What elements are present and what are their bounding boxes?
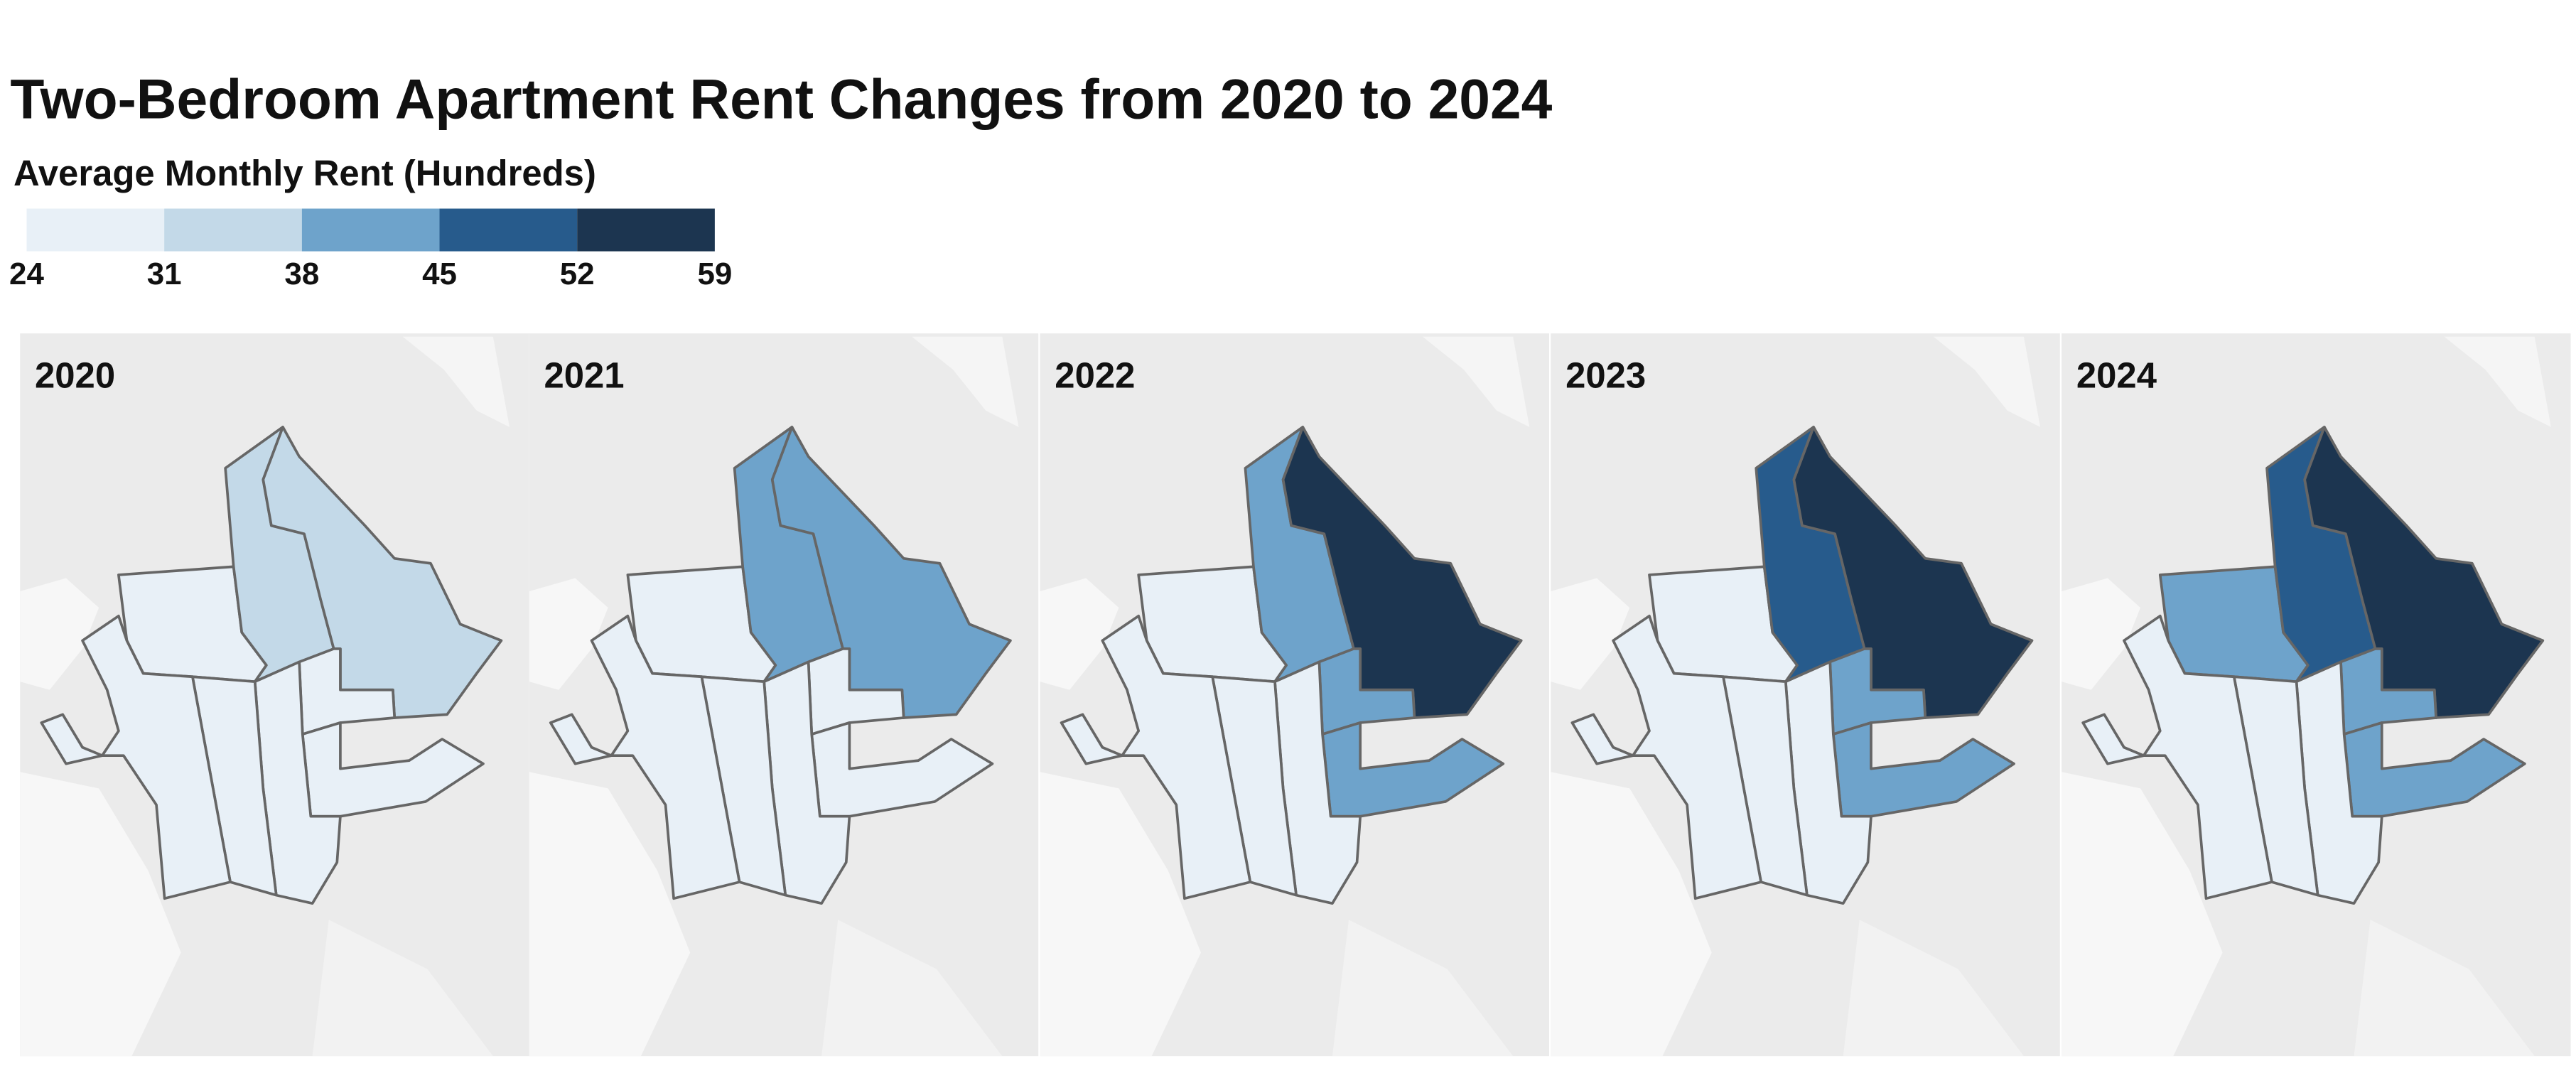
panels: 2020 2021 2022 2023 2024 bbox=[20, 333, 2571, 1057]
legend-label: 52 bbox=[560, 257, 595, 291]
region bbox=[549, 614, 741, 900]
map-panel: 2021 bbox=[529, 333, 1039, 1057]
water bbox=[912, 336, 1019, 427]
region bbox=[2081, 614, 2273, 900]
water bbox=[312, 920, 493, 1057]
legend-label: 45 bbox=[422, 257, 457, 291]
map-panel: 2023 bbox=[1551, 333, 2060, 1057]
panel-label: 2024 bbox=[2076, 355, 2157, 395]
panel-label: 2023 bbox=[1565, 355, 1646, 395]
water bbox=[1332, 920, 1514, 1057]
legend-label: 24 bbox=[9, 257, 44, 291]
water bbox=[1933, 336, 2041, 427]
water bbox=[1040, 578, 1119, 690]
water bbox=[1040, 772, 1202, 1057]
legend-label: 38 bbox=[284, 257, 319, 291]
title: Two-Bedroom Apartment Rent Changes from … bbox=[10, 68, 1552, 130]
legend-title: Average Monthly Rent (Hundreds) bbox=[14, 153, 596, 193]
water bbox=[1423, 336, 1530, 427]
region bbox=[1570, 614, 1762, 900]
water bbox=[1843, 920, 2024, 1057]
water bbox=[821, 920, 1003, 1057]
water bbox=[1551, 578, 1630, 690]
panel-label: 2022 bbox=[1055, 355, 1135, 395]
map-panel: 2022 bbox=[1040, 333, 1549, 1057]
region bbox=[40, 614, 232, 900]
water bbox=[529, 578, 608, 690]
legend-swatch bbox=[164, 208, 302, 252]
panel-label: 2021 bbox=[544, 355, 625, 395]
legend-swatch bbox=[301, 208, 440, 252]
map-panel: 2020 bbox=[20, 333, 529, 1057]
water bbox=[2444, 336, 2551, 427]
legend: 24 31 38 45 52 59 bbox=[9, 208, 732, 291]
region bbox=[1060, 614, 1252, 900]
legend-swatch bbox=[439, 208, 578, 252]
water bbox=[2062, 578, 2141, 690]
water bbox=[20, 578, 99, 690]
legend-label: 31 bbox=[147, 257, 182, 291]
water bbox=[2062, 772, 2223, 1057]
map-panel: 2024 bbox=[2062, 333, 2571, 1057]
legend-swatch bbox=[26, 208, 165, 252]
water bbox=[20, 772, 181, 1057]
legend-label: 59 bbox=[697, 257, 732, 291]
panel-label: 2020 bbox=[35, 355, 115, 395]
legend-swatch bbox=[577, 208, 715, 252]
water bbox=[529, 772, 691, 1057]
water bbox=[402, 336, 510, 427]
water bbox=[2354, 920, 2535, 1057]
water bbox=[1551, 772, 1712, 1057]
